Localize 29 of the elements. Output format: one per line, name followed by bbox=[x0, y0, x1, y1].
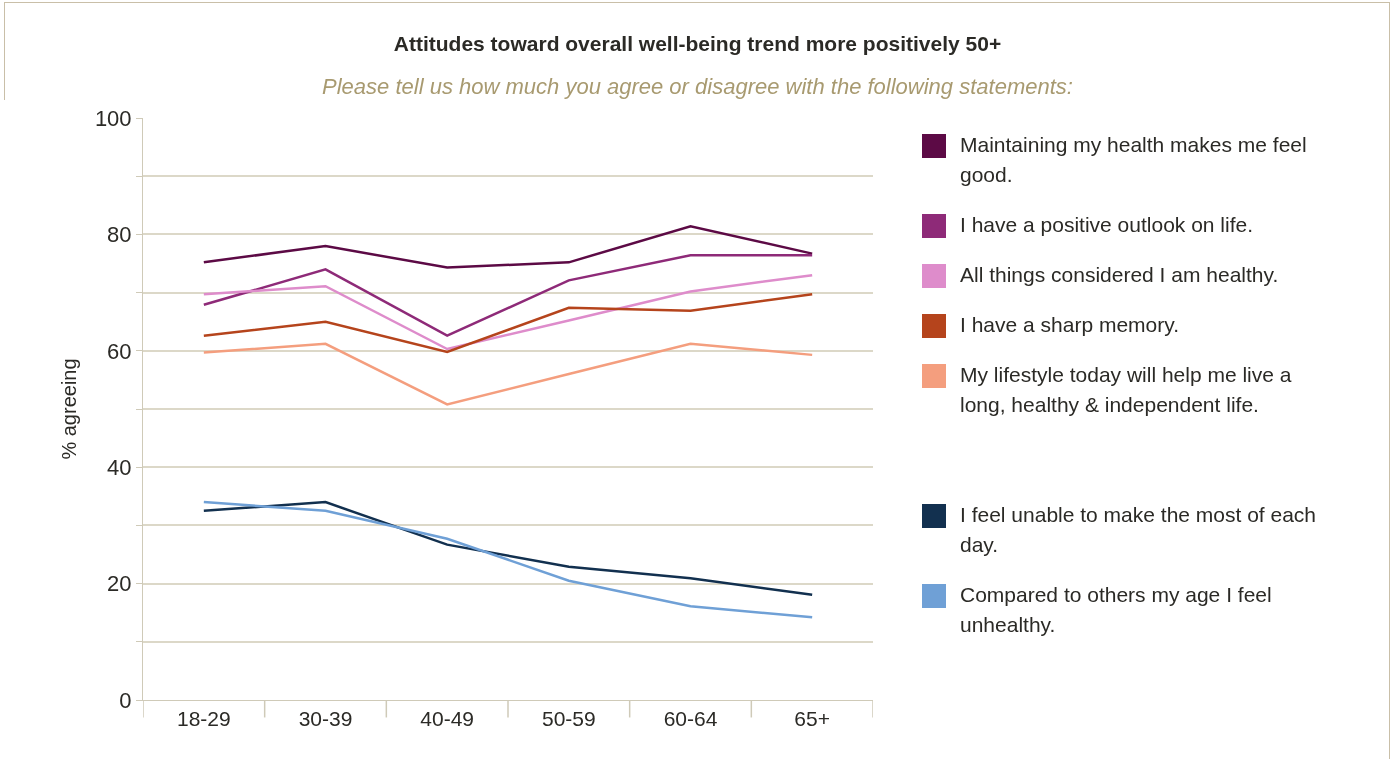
line-series bbox=[202, 225, 814, 269]
y-tick-label: 80 bbox=[107, 222, 132, 248]
line-series bbox=[202, 342, 814, 406]
y-axis-title: % agreeing bbox=[58, 358, 81, 460]
chart-subtitle: Please tell us how much you agree or disagree with the following statements: bbox=[321, 74, 1074, 100]
legend-label: I have a positive outlook on life. bbox=[960, 212, 1254, 238]
y-tick-label: 20 bbox=[107, 571, 132, 597]
line-series bbox=[202, 500, 814, 596]
legend-label: Maintaining my health makes me feel good. bbox=[960, 132, 1308, 188]
x-tick-label: 65+ bbox=[794, 707, 830, 731]
line-series bbox=[202, 273, 814, 351]
y-tick-label: 40 bbox=[107, 454, 132, 480]
legend-label: I have a sharp memory. bbox=[960, 312, 1180, 338]
y-tick-label: 0 bbox=[119, 687, 132, 713]
x-tick-label: 18-29 bbox=[176, 707, 231, 731]
legend-label: All things considered I am healthy. bbox=[960, 262, 1279, 288]
legend-label: I feel unable to make the most of each day. bbox=[960, 502, 1318, 558]
x-tick-label: 60-64 bbox=[663, 707, 718, 731]
line-series bbox=[202, 293, 814, 354]
y-tick-label: 60 bbox=[107, 338, 132, 364]
chart-title: Attitudes toward overall well-being trend more positively 50+ bbox=[392, 32, 1003, 56]
x-tick-label: 50-59 bbox=[541, 707, 596, 731]
legend-label: My lifestyle today will help me live a long, healthy & independent life. bbox=[960, 362, 1293, 418]
legend-label: Compared to others my age I feel unhealthy. bbox=[960, 582, 1273, 638]
line-series bbox=[202, 500, 814, 619]
y-tick-label: 100 bbox=[94, 105, 132, 131]
x-tick-label: 30-39 bbox=[298, 707, 353, 731]
line-series bbox=[202, 254, 814, 337]
x-tick-label: 40-49 bbox=[420, 707, 475, 731]
